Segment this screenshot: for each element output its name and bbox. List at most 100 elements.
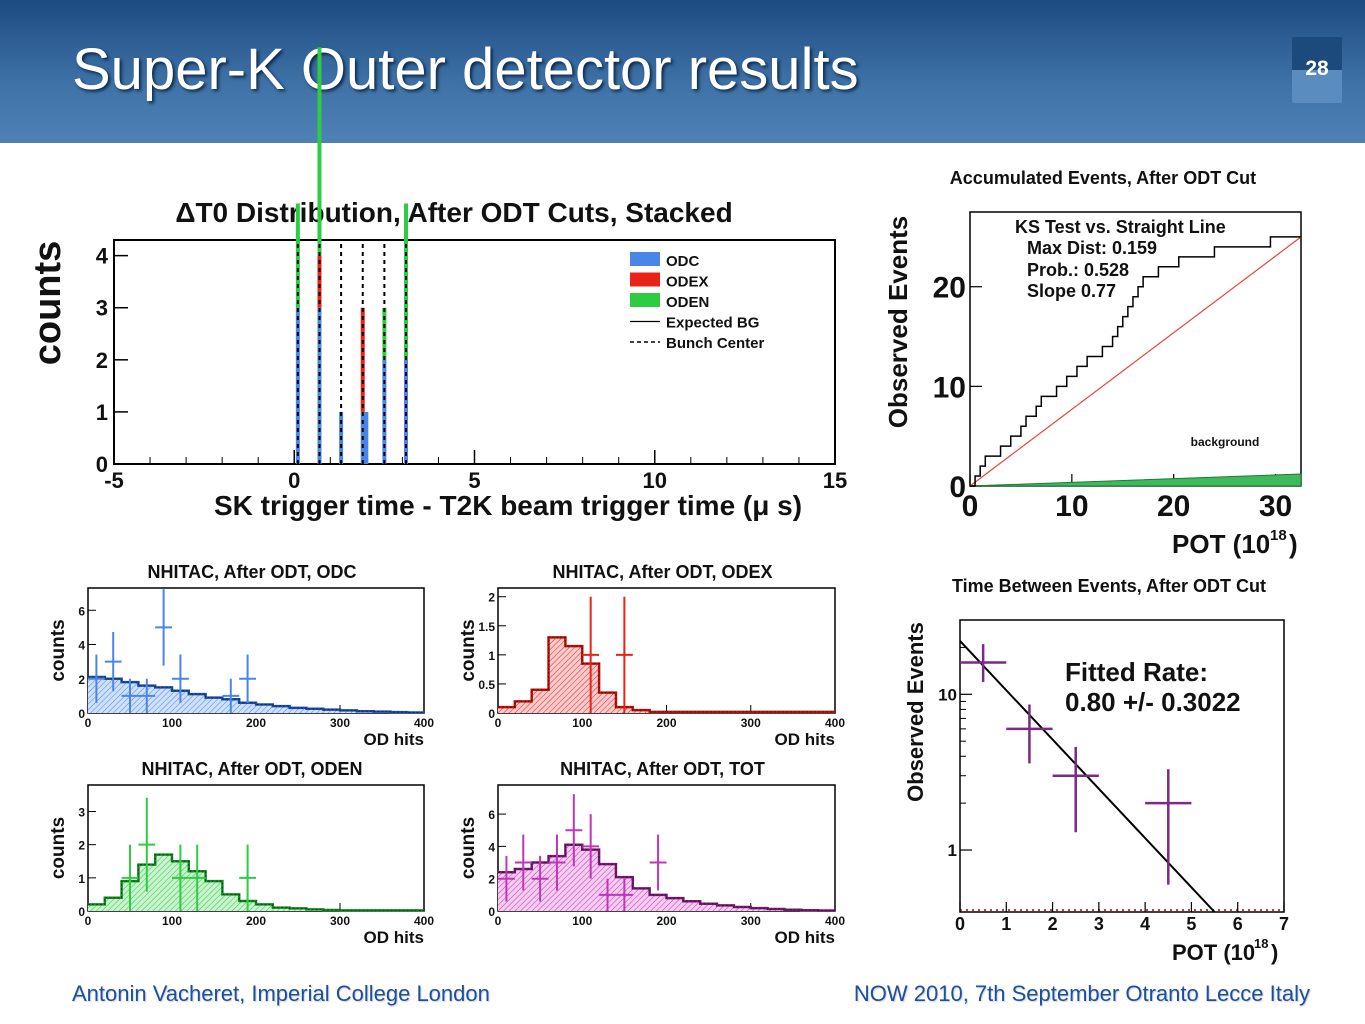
- nhit_odex-xtick-label: 200: [656, 716, 676, 730]
- timebetween-ylabel: Observed Events: [903, 622, 928, 802]
- dt0-legend-label: Bunch Center: [666, 335, 765, 352]
- nhit_odc-xtick-label: 0: [85, 716, 92, 730]
- dt0-bar-odc: [364, 411, 369, 464]
- nhit_oden-xtick-label: 200: [246, 914, 266, 928]
- dt0-xtick-label: -5: [104, 468, 124, 493]
- accum-title: Accumulated Events, After ODT Cut: [950, 168, 1256, 188]
- dt0-xtick-label: 15: [823, 468, 847, 493]
- nhit_odex-ylabel: counts: [458, 619, 479, 681]
- nhit_odex-xtick-label: 400: [825, 716, 845, 730]
- dt0-legend-swatch-odc: [630, 252, 660, 266]
- timebetween-xlabel: POT (10: [1172, 940, 1255, 965]
- accum-xlabel: POT (10: [1172, 529, 1270, 559]
- dt0-bar-odc: [295, 307, 300, 464]
- nhit_tot-ylabel: counts: [458, 817, 479, 879]
- accum-ytick-label: 0: [949, 471, 966, 504]
- dt0-ylabel: counts: [27, 241, 69, 366]
- nhit_tot-xtick-label: 400: [825, 914, 845, 928]
- page-number: 28: [1305, 57, 1329, 80]
- accum-ylabel: Observed Events: [883, 216, 913, 428]
- nhit_odex-title: NHITAC, After ODT, ODEX: [552, 562, 772, 582]
- nhit_tot-expected-bg-line: [498, 844, 835, 912]
- dt0-xlabel: SK trigger time - T2K beam trigger time …: [214, 490, 802, 521]
- nhit_tot-ytick-label: 4: [488, 840, 495, 854]
- nhit_odex-xlabel: OD hits: [775, 730, 835, 749]
- dt0-legend-label: ODEN: [666, 294, 709, 311]
- timebetween-title: Time Between Events, After ODT Cut: [952, 576, 1266, 596]
- dt0-legend-label: ODEX: [666, 274, 709, 291]
- timebetween-xtick-label: 1: [1001, 914, 1011, 934]
- nhit_tot-title: NHITAC, After ODT, TOT: [560, 759, 765, 779]
- nhit_oden-histogram-fill: [88, 854, 424, 911]
- accum-ytick-label: 20: [933, 272, 966, 305]
- nhitac-odc-chart: NHITAC, After ODT, ODC counts OD hits 0 2 4 6 0…: [48, 562, 434, 749]
- nhit_tot-ytick-label: 0: [488, 905, 495, 919]
- accum-xlabel-tail: ): [1289, 529, 1298, 559]
- nhit_odex-xtick-label: 300: [741, 716, 761, 730]
- nhit_odc-title: NHITAC, After ODT, ODC: [148, 562, 357, 582]
- nhit_odex-ytick-label: 1.5: [478, 620, 495, 634]
- nhit_odc-ytick-label: 0: [78, 707, 85, 721]
- dt0-legend-label: Expected BG: [666, 315, 759, 332]
- dt0-bar-oden: [317, 47, 322, 256]
- nhit_odc-xtick-label: 300: [330, 716, 350, 730]
- timebetween-xtick-label: 2: [1048, 914, 1058, 934]
- dt0-bar-odc: [317, 307, 322, 464]
- nhit_tot-histogram-fill: [498, 844, 835, 911]
- nhitac-oden-chart: NHITAC, After ODT, ODEN counts OD hits 0 1 2 3…: [48, 759, 434, 947]
- dt0-title: ΔT0 Distribution, After ODT Cuts, Stacke…: [175, 197, 732, 228]
- nhit_tot-xtick-label: 100: [572, 914, 592, 928]
- nhit_tot-ytick-label: 2: [488, 873, 495, 887]
- dt0-bar-odex: [317, 255, 322, 308]
- accum-xtick-label: 20: [1157, 490, 1190, 523]
- timebetween-xtick-label: 6: [1233, 914, 1243, 934]
- timebetween-annotation-line: Fitted Rate:: [1065, 657, 1208, 687]
- nhit_oden-xtick-label: 400: [414, 914, 434, 928]
- nhit_tot-xtick-label: 0: [495, 914, 502, 928]
- accum-ytick-label: 10: [933, 371, 966, 404]
- nhit_odex-xtick-label: 0: [495, 716, 502, 730]
- nhit_tot-ytick-label: 6: [488, 808, 495, 822]
- dt0-ytick-label: 2: [96, 348, 108, 373]
- timebetween-xlabel-sup: 18: [1254, 936, 1268, 951]
- dt0-ytick-label: 0: [96, 452, 108, 477]
- dt0-ytick-label: 4: [96, 244, 109, 269]
- nhit_odex-ytick-label: 2: [488, 591, 495, 605]
- accum-xtick-label: 30: [1259, 490, 1292, 523]
- nhit_oden-ytick-label: 2: [78, 839, 85, 853]
- page-number-badge: 28: [1292, 37, 1342, 103]
- dt0-bar-odc: [382, 359, 387, 464]
- dt0-frame: [113, 239, 836, 465]
- dt0-xtick-label: 0: [288, 468, 300, 493]
- dt0-bar-odc: [404, 359, 409, 464]
- timebetween-xlabel-tail: ): [1271, 940, 1278, 965]
- dt0-chart: ΔT0 Distribution, After ODT Cuts, Stacke…: [27, 47, 847, 521]
- dt0-legend-swatch-odex: [630, 272, 660, 287]
- accum-step-curve: [970, 236, 1301, 487]
- nhit_oden-xlabel: OD hits: [364, 928, 424, 947]
- footer-event: NOW 2010, 7th September Otranto Lecce It…: [853, 981, 1310, 1006]
- accum-background-band: [969, 473, 1302, 487]
- timebetween-xtick-label: 4: [1140, 914, 1150, 934]
- nhit_oden-title: NHITAC, After ODT, ODEN: [141, 759, 362, 779]
- nhitac-odex-chart: NHITAC, After ODT, ODEX counts OD hits 0 0.5…: [458, 562, 845, 749]
- nhit_odex-xtick-label: 100: [572, 716, 592, 730]
- accum-straight-line: [969, 236, 1302, 487]
- nhit_odex-ytick-label: 0.5: [478, 678, 495, 692]
- accumulated-events-chart: Accumulated Events, After ODT Cut Observe…: [883, 168, 1302, 559]
- slide-title: Super-K Outer detector results: [72, 37, 859, 102]
- accum-xtick-label: 0: [962, 490, 979, 523]
- timebetween-xtick-label: 0: [955, 914, 965, 934]
- nhit_tot-xtick-label: 300: [741, 914, 761, 928]
- nhit_odc-ytick-label: 6: [78, 604, 85, 618]
- slide-header: Super-K Outer detector results 28: [0, 0, 1365, 143]
- timebetween-xtick-label: 5: [1186, 914, 1196, 934]
- dt0-ytick-label: 3: [96, 296, 108, 321]
- timebetween-frame: [959, 619, 1285, 913]
- nhit_odc-xlabel: OD hits: [364, 730, 424, 749]
- nhit_oden-xtick-label: 100: [162, 914, 182, 928]
- nhit_odex-ytick-label: 0: [488, 707, 495, 721]
- dt0-xtick-label: 10: [643, 468, 667, 493]
- dt0-legend-label: ODC: [666, 253, 700, 270]
- timebetween-xtick-label: 7: [1279, 914, 1289, 934]
